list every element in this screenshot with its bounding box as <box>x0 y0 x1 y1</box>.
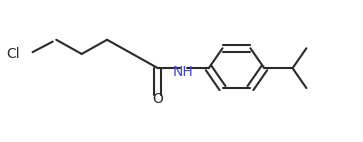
Text: NH: NH <box>173 65 194 79</box>
Text: Cl: Cl <box>6 47 20 61</box>
Text: O: O <box>152 92 163 106</box>
